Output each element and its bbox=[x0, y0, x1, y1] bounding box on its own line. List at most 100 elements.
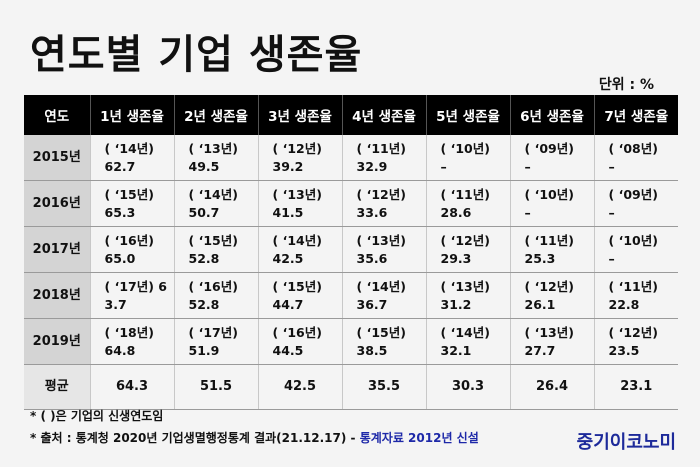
table-row: 2019년( ‘18년) 64.8( ‘17년) 51.9( ‘16년) 44.5( … bbox=[24, 318, 678, 365]
header-2yr: 2년 생존율 bbox=[174, 95, 259, 135]
header-1yr: 1년 생존율 bbox=[90, 95, 175, 135]
cell-rate-value: 31.2 bbox=[440, 296, 472, 312]
cell-founding-year: ( ‘13년) bbox=[272, 186, 322, 202]
unit-label: 단위 : % bbox=[598, 77, 654, 93]
table-row: 2016년( ‘15년) 65.3( ‘14년) 50.7 ( ‘13년) 41.5 ( … bbox=[24, 180, 678, 227]
cell-founding-year: ( ‘14년) bbox=[440, 324, 490, 340]
cell-founding-year: ( ‘14년) bbox=[188, 186, 238, 202]
table-header-row: 연도 1년 생존율 2년 생존율 3년 생존율 4년 생존율 5년 생존율 6년… bbox=[24, 95, 678, 135]
average-row: 평균 64.3 51.5 42.5 35.5 30.3 26.4 23.1 bbox=[24, 364, 678, 410]
cell-founding-year: ( ‘09년) bbox=[524, 140, 574, 156]
cell-founding-year: ( ‘14년) bbox=[356, 278, 406, 294]
cell-rate-value: 39.2 bbox=[272, 158, 304, 174]
cell-founding-year: ( ‘12년) bbox=[524, 278, 574, 294]
cell-founding-year: ( ‘12년) bbox=[608, 324, 658, 340]
cell-rate-value: 32.9 bbox=[356, 158, 388, 174]
cell-rate-value: 52.8 bbox=[188, 296, 220, 312]
table-cell: ( ‘12년) 33.6 bbox=[342, 180, 427, 227]
table-cell: ( ‘14년) 50.7 bbox=[174, 180, 259, 227]
cell-rate-value: 26.1 bbox=[524, 296, 556, 312]
cell-founding-year: ( ‘11년) bbox=[440, 186, 490, 202]
cell-rate-value: 52.8 bbox=[188, 250, 220, 266]
table-row: 2015년( ‘14년) 62.7( ‘13년) 49.5( ‘12년) 39.2( … bbox=[24, 135, 678, 181]
cell-founding-year: ( ‘10년) bbox=[440, 140, 490, 156]
table-cell: ( ‘13년) 49.5 bbox=[174, 135, 259, 181]
cell-rate-value: – bbox=[440, 158, 447, 174]
table-cell: ( ‘13년) 35.6 bbox=[342, 226, 427, 273]
cell-founding-year: ( ‘16년) bbox=[188, 278, 238, 294]
header-5yr: 5년 생존율 bbox=[426, 95, 511, 135]
cell-rate-value: 23.5 bbox=[608, 342, 640, 358]
row-year: 2019년 bbox=[24, 318, 91, 365]
footnote-source-highlight: 통계자료 2012년 신설 bbox=[359, 431, 479, 445]
table-row: 2017년( ‘16년) 65.0( ‘15년) 52.8( ‘14년) 42.5( … bbox=[24, 226, 678, 273]
cell-rate-value: 49.5 bbox=[188, 158, 220, 174]
table-cell: ( ‘17년) 6 3.7 bbox=[90, 272, 175, 319]
table-cell: ( ‘14년) 32.1 bbox=[426, 318, 511, 365]
table-cell: ( ‘13년) 31.2 bbox=[426, 272, 511, 319]
cell-founding-year: ( ‘17년) 6 bbox=[104, 278, 167, 294]
cell-founding-year: ( ‘11년) bbox=[608, 278, 658, 294]
table-cell: ( ‘10년) – bbox=[510, 180, 595, 227]
table-cell: ( ‘18년) 64.8 bbox=[90, 318, 175, 365]
table-cell: ( ‘11년) 25.3 bbox=[510, 226, 595, 273]
footnote-source-text: * 출처 : 통계청 2020년 기업생멸행정통계 결과(21.12.17) - bbox=[30, 431, 360, 445]
average-label: 평균 bbox=[24, 364, 91, 410]
cell-rate-value: 62.7 bbox=[104, 158, 136, 174]
cell-founding-year: ( ‘12년) bbox=[356, 186, 406, 202]
cell-rate-value: 44.7 bbox=[272, 296, 304, 312]
cell-founding-year: ( ‘14년) bbox=[272, 232, 322, 248]
cell-rate-value: 22.8 bbox=[608, 296, 640, 312]
table-cell: ( ‘15년) 38.5 bbox=[342, 318, 427, 365]
cell-founding-year: ( ‘11년) bbox=[356, 140, 406, 156]
cell-rate-value: 27.7 bbox=[524, 342, 556, 358]
cell-founding-year: ( ‘08년) bbox=[608, 140, 658, 156]
cell-rate-value: 33.6 bbox=[356, 204, 388, 220]
cell-rate-value: 44.5 bbox=[272, 342, 304, 358]
cell-founding-year: ( ‘16년) bbox=[272, 324, 322, 340]
table-cell: ( ‘10년) – bbox=[426, 135, 511, 181]
table-cell: ( ‘15년) 52.8 bbox=[174, 226, 259, 273]
header-year: 연도 bbox=[24, 95, 91, 135]
table-cell: ( ‘09년) – bbox=[510, 135, 595, 181]
cell-founding-year: ( ‘13년) bbox=[188, 140, 238, 156]
cell-rate-value: 38.5 bbox=[356, 342, 388, 358]
table-cell: ( ‘15년) 65.3 bbox=[90, 180, 175, 227]
header-6yr: 6년 생존율 bbox=[510, 95, 595, 135]
cell-rate-value: 28.6 bbox=[440, 204, 472, 220]
average-value: 23.1 bbox=[594, 364, 678, 410]
table-cell: ( ‘12년) 23.5 bbox=[594, 318, 678, 365]
cell-rate-value: – bbox=[608, 158, 615, 174]
cell-rate-value: 51.9 bbox=[188, 342, 220, 358]
table-cell: ( ‘16년) 52.8 bbox=[174, 272, 259, 319]
footnote-legend: * ( )은 기업의 신생연도임 bbox=[30, 409, 164, 423]
cell-rate-value: 3.7 bbox=[104, 296, 127, 312]
row-year: 2018년 bbox=[24, 272, 91, 319]
cell-founding-year: ( ‘12년) bbox=[272, 140, 322, 156]
cell-rate-value: – bbox=[608, 250, 615, 266]
cell-rate-value: 42.5 bbox=[272, 250, 304, 266]
row-year: 2016년 bbox=[24, 180, 91, 227]
cell-founding-year: ( ‘15년) bbox=[272, 278, 322, 294]
average-value: 26.4 bbox=[510, 364, 595, 410]
cell-rate-value: 65.0 bbox=[104, 250, 136, 266]
page-title: 연도별 기업 생존율 bbox=[30, 32, 363, 78]
cell-rate-value: – bbox=[524, 204, 531, 220]
table-cell: ( ‘09년) – bbox=[594, 180, 678, 227]
cell-rate-value: 41.5 bbox=[272, 204, 304, 220]
survival-rate-table: 연도 1년 생존율 2년 생존율 3년 생존율 4년 생존율 5년 생존율 6년… bbox=[24, 95, 678, 410]
average-value: 64.3 bbox=[90, 364, 175, 410]
table-cell: ( ‘10년) – bbox=[594, 226, 678, 273]
cell-rate-value: 35.6 bbox=[356, 250, 388, 266]
brand-logo-text: 중기이코노미 bbox=[576, 432, 676, 453]
cell-founding-year: ( ‘13년) bbox=[440, 278, 490, 294]
table-cell: ( ‘11년) 32.9 bbox=[342, 135, 427, 181]
average-value: 35.5 bbox=[342, 364, 427, 410]
table-cell: ( ‘13년) 27.7 bbox=[510, 318, 595, 365]
average-value: 51.5 bbox=[174, 364, 259, 410]
cell-founding-year: ( ‘16년) bbox=[104, 232, 154, 248]
cell-founding-year: ( ‘15년) bbox=[188, 232, 238, 248]
cell-founding-year: ( ‘13년) bbox=[356, 232, 406, 248]
table-cell: ( ‘15년) 44.7 bbox=[258, 272, 343, 319]
cell-founding-year: ( ‘15년) bbox=[356, 324, 406, 340]
